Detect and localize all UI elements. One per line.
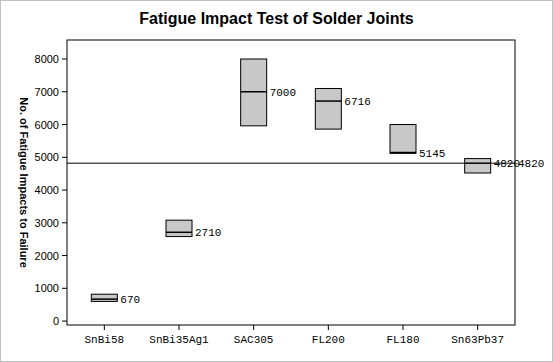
data-label: 6716 [344,96,370,108]
x-tick-label: FL200 [312,334,345,346]
x-tick [328,325,329,330]
median-line [390,152,416,154]
box [465,159,491,173]
x-tick [253,325,254,330]
background [1,1,553,362]
y-tick-label: 2000 [35,250,59,262]
y-tick [62,288,67,289]
box [166,220,192,236]
box [390,125,416,154]
y-tick-label: 4000 [35,184,59,196]
median-line [465,162,491,164]
x-tick-label: SAC305 [234,334,274,346]
data-label: 7000 [270,87,296,99]
data-label: 5145 [419,148,445,160]
y-axis-label: No. of Fatigue Impacts to Failure [18,97,30,268]
data-label: 2710 [195,227,221,239]
reference-line [67,163,515,164]
y-tick-label: 0 [53,315,59,327]
x-tick-label: SnBi58 [85,334,125,346]
y-tick [62,59,67,60]
x-tick [104,325,105,330]
median-line [91,298,117,300]
y-tick-label: 8000 [35,53,59,65]
median-line [166,232,192,234]
x-tick-label: Sn63Pb37 [451,334,504,346]
chart-container: Fatigue Impact Test of Solder Joints No. … [0,0,553,362]
x-tick-label: FL180 [386,334,419,346]
x-tick [403,325,404,330]
y-tick [62,255,67,256]
box [315,88,341,129]
y-tick-label: 1000 [35,282,59,294]
y-tick-label: 3000 [35,217,59,229]
box [91,294,117,301]
median-line [315,100,341,102]
data-label: 670 [120,294,140,306]
y-tick-label: 6000 [35,119,59,131]
y-tick [62,91,67,92]
y-tick [62,222,67,223]
reference-label: 4820 [518,158,544,170]
chart: Fatigue Impact Test of Solder Joints No. … [0,0,553,362]
plot-area [67,59,515,301]
y-tick-label: 7000 [35,86,59,98]
y-tick-label: 5000 [35,151,59,163]
title: Fatigue Impact Test of Solder Joints [139,10,414,27]
data-label: 4820 [494,158,520,170]
y-tick [62,157,67,158]
y-tick [62,190,67,191]
box [241,59,267,126]
y-tick [62,124,67,125]
x-tick [179,325,180,330]
median-line [241,91,267,93]
plot-frame [67,40,515,325]
y-tick [62,321,67,322]
x-tick-label: SnBi35Ag1 [149,334,209,346]
x-tick [477,325,478,330]
